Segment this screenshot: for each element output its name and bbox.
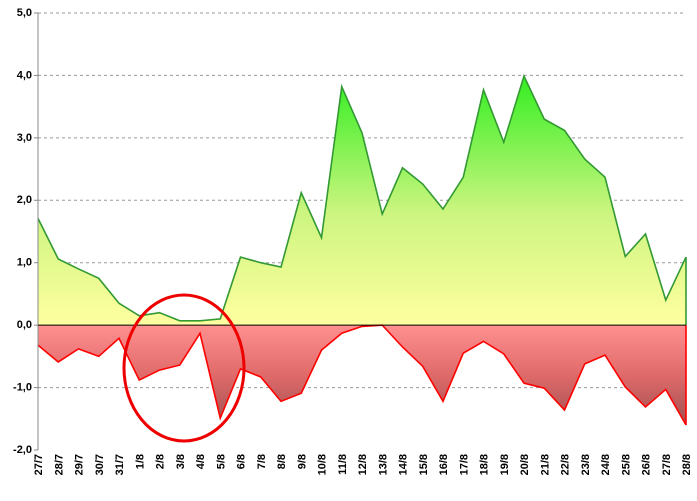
line xyxy=(37,73,687,322)
x-tick-label: 8/8 xyxy=(276,454,288,469)
y-tick-label: 5,0 xyxy=(17,7,32,19)
x-tick-label: 5/8 xyxy=(215,454,227,469)
x-tick-label: 26/8 xyxy=(641,454,653,475)
x-tick-label: 21/8 xyxy=(539,454,551,475)
x-tick-label: 20/8 xyxy=(519,454,531,475)
x-tick-label: 6/8 xyxy=(236,454,248,469)
y-tick-label: 2,0 xyxy=(17,194,32,206)
y-tick-label: 0,0 xyxy=(17,319,32,331)
x-tick-label: 18/8 xyxy=(479,454,491,475)
plot-area: -2,0 -1,0 0,0 1,0 2,0 3,0 4,0 5,0 27/7 28/7 29/7 30… xyxy=(13,7,693,476)
x-tick-label: 15/8 xyxy=(418,454,430,475)
x-tick-label: 28/7 xyxy=(53,454,65,475)
x-tick-label: 2/8 xyxy=(155,454,167,469)
x-tick-label: 17/8 xyxy=(458,454,470,475)
x-tick-label: 7/8 xyxy=(256,454,268,469)
x-tick-label: 13/8 xyxy=(377,454,389,475)
x-tick-label: 31/7 xyxy=(114,454,126,475)
x-tick-label: 24/8 xyxy=(600,454,612,475)
x-tick-label: 1/8 xyxy=(134,454,146,469)
area xyxy=(38,325,686,426)
x-tick-label: 23/8 xyxy=(580,454,592,475)
x-tick-label: 28/8 xyxy=(681,454,693,475)
x-tick-label: 27/7 xyxy=(33,454,45,475)
y-tick-label: -2,0 xyxy=(13,444,32,456)
x-tick-label: 9/8 xyxy=(296,454,308,469)
highlight-ellipse xyxy=(122,293,246,443)
y-tick-label: 1,0 xyxy=(17,257,32,269)
y-tick-label: 4,0 xyxy=(17,69,32,81)
area xyxy=(38,76,686,326)
x-tick-label: 19/8 xyxy=(499,454,511,475)
x-tick-label: 3/8 xyxy=(175,454,187,469)
y-tick-label: -1,0 xyxy=(13,381,32,393)
line xyxy=(37,324,687,426)
x-tick-label: 4/8 xyxy=(195,454,207,469)
x-tick-label: 30/7 xyxy=(94,454,106,475)
x-tick-label: 11/8 xyxy=(337,454,349,475)
x-tick-label: 25/8 xyxy=(620,454,632,475)
x-tick-label: 22/8 xyxy=(560,454,572,475)
x-tick-label: 27/8 xyxy=(661,454,673,475)
y-tick-label: 3,0 xyxy=(17,132,32,144)
x-tick-label: 29/7 xyxy=(74,454,86,475)
x-tick-label: 16/8 xyxy=(438,454,450,475)
x-tick-label: 12/8 xyxy=(357,454,369,475)
x-tick-label: 14/8 xyxy=(398,454,410,475)
x-tick-label: 10/8 xyxy=(317,454,329,475)
